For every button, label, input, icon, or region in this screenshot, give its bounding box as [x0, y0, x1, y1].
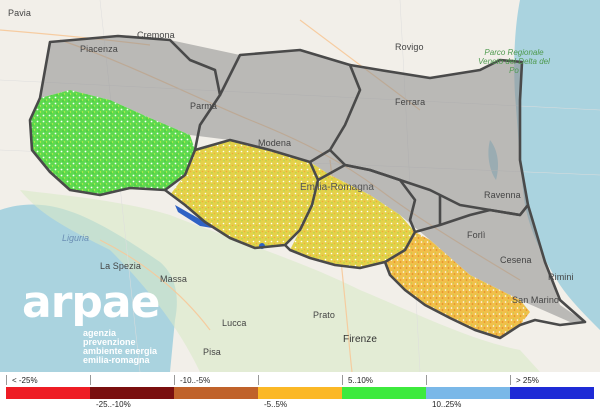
city-label-massa: Massa — [160, 274, 188, 284]
legend-label: 5..10% — [348, 376, 373, 385]
city-label-san-marino: San Marino — [512, 295, 560, 305]
legend-tick — [426, 375, 427, 385]
legend-swatch — [90, 387, 174, 399]
logo-tagline-line: emilia-romagna — [83, 355, 150, 365]
city-label-rovigo: Rovigo — [395, 42, 424, 52]
city-label-lucca: Lucca — [222, 318, 247, 328]
legend-item: 5..10% — [342, 372, 426, 413]
legend-item: 10..25% — [426, 372, 510, 413]
city-label-rimini: Rimini — [548, 272, 574, 282]
city-label-cesena: Cesena — [500, 255, 532, 265]
sea-label: Liguria — [62, 233, 90, 243]
map-view[interactable]: Pavia Cremona Piacenza Rovigo Parma Ferr… — [0, 0, 600, 372]
legend-swatch — [6, 387, 90, 399]
legend-item: -25..-10% — [90, 372, 174, 413]
legend-label: -25..-10% — [96, 400, 131, 409]
legend-swatch — [510, 387, 594, 399]
legend-tick — [174, 375, 175, 385]
logo-tagline-line: ambiente energia — [83, 346, 158, 356]
legend-swatch — [258, 387, 342, 399]
zone-east — [385, 232, 530, 338]
map-canvas — [0, 0, 600, 372]
city-label-ferrara: Ferrara — [395, 97, 426, 107]
zone-centre-west — [170, 140, 318, 248]
legend-swatch — [174, 387, 258, 399]
city-label-forli: Forlì — [467, 230, 486, 240]
city-label-ravenna: Ravenna — [484, 190, 521, 200]
city-label-pavia: Pavia — [8, 8, 32, 18]
legend-label: > 25% — [516, 376, 539, 385]
legend-label: < -25% — [12, 376, 38, 385]
legend-item: > 25% — [510, 372, 594, 413]
logo-tagline-line: agenzia — [83, 328, 117, 338]
legend-label: 10..25% — [432, 400, 462, 409]
zone-centre — [290, 162, 415, 268]
legend-tick — [90, 375, 91, 385]
legend-item: < -25% — [6, 372, 90, 413]
city-label-prato: Prato — [313, 310, 336, 320]
legend-swatch — [426, 387, 510, 399]
region-label: Emilia-Romagna — [300, 182, 374, 193]
logo-tagline: agenzia prevenzione ambiente energia emi… — [83, 329, 159, 365]
zone-west — [30, 90, 195, 195]
city-label-modena: Modena — [258, 138, 292, 148]
masked-area — [40, 36, 585, 322]
logo-wordmark: arpae — [22, 277, 160, 328]
park-label: Parco Regionale Veneto del Delta del Po — [478, 48, 550, 75]
legend-label: -5..5% — [264, 400, 288, 409]
province-borders — [28, 34, 587, 340]
city-label-piacenza: Piacenza — [80, 44, 118, 54]
legend-tick — [342, 375, 343, 385]
legend-tick — [6, 375, 7, 385]
city-label-firenze: Firenze — [343, 334, 378, 345]
legend: < -25% -25..-10% -10..-5% -5..5% 5..10% 10..2… — [0, 372, 600, 413]
logo-tagline-line: prevenzione — [83, 337, 136, 347]
legend-label: -10..-5% — [180, 376, 211, 385]
legend-tick — [258, 375, 259, 385]
legend-item: -10..-5% — [174, 372, 258, 413]
arpae-logo: arpae agenzia prevenzione ambiente energ… — [22, 277, 160, 365]
city-label-parma: Parma — [190, 101, 218, 111]
city-label-cremona: Cremona — [137, 30, 175, 40]
legend-swatch — [342, 387, 426, 399]
city-label-pisa: Pisa — [203, 347, 221, 357]
legend-tick — [510, 375, 511, 385]
city-label-la-spezia: La Spezia — [100, 261, 141, 271]
legend-item: -5..5% — [258, 372, 342, 413]
